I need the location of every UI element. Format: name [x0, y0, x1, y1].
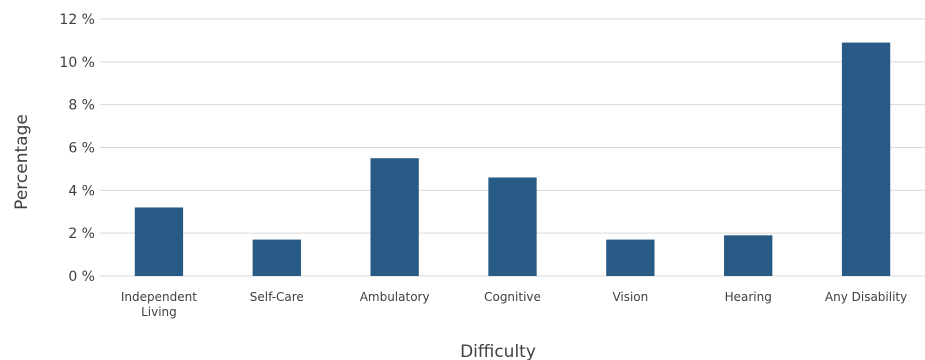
y-tick-label: 6 %: [68, 141, 95, 157]
bar: [252, 239, 301, 276]
y-tick-label: 12 %: [59, 12, 95, 28]
bar: [606, 239, 655, 276]
y-axis-tick-labels: 0 % 2 % 4 % 6 % 8 % 10 % 12 %: [59, 12, 95, 285]
bar: [841, 42, 891, 276]
bar: [488, 177, 537, 276]
x-category-label: Ambulatory: [360, 290, 430, 304]
bar: [724, 235, 773, 276]
y-tick-label: 4 %: [68, 183, 95, 199]
bar: [370, 158, 419, 276]
bar: [134, 207, 184, 276]
y-tick-label: 2 %: [68, 226, 95, 242]
x-category-label: Vision: [612, 290, 648, 304]
x-category-label: Independent Living: [121, 290, 197, 319]
x-category-label: Self-Care: [250, 290, 304, 304]
x-category-label: Cognitive: [484, 290, 541, 304]
x-axis-category-labels: Independent Living Self-Care Ambulatory Cogn…: [121, 290, 907, 319]
x-category-label: Hearing: [725, 290, 772, 304]
x-axis-title: Difficulty: [460, 342, 536, 360]
y-tick-label: 8 %: [68, 98, 95, 114]
y-tick-label: 10 %: [59, 55, 95, 71]
bars: [134, 42, 891, 276]
y-axis-title: Percentage: [12, 114, 32, 210]
x-category-label: Any Disability: [825, 290, 907, 304]
y-tick-label: 0 %: [68, 269, 95, 285]
